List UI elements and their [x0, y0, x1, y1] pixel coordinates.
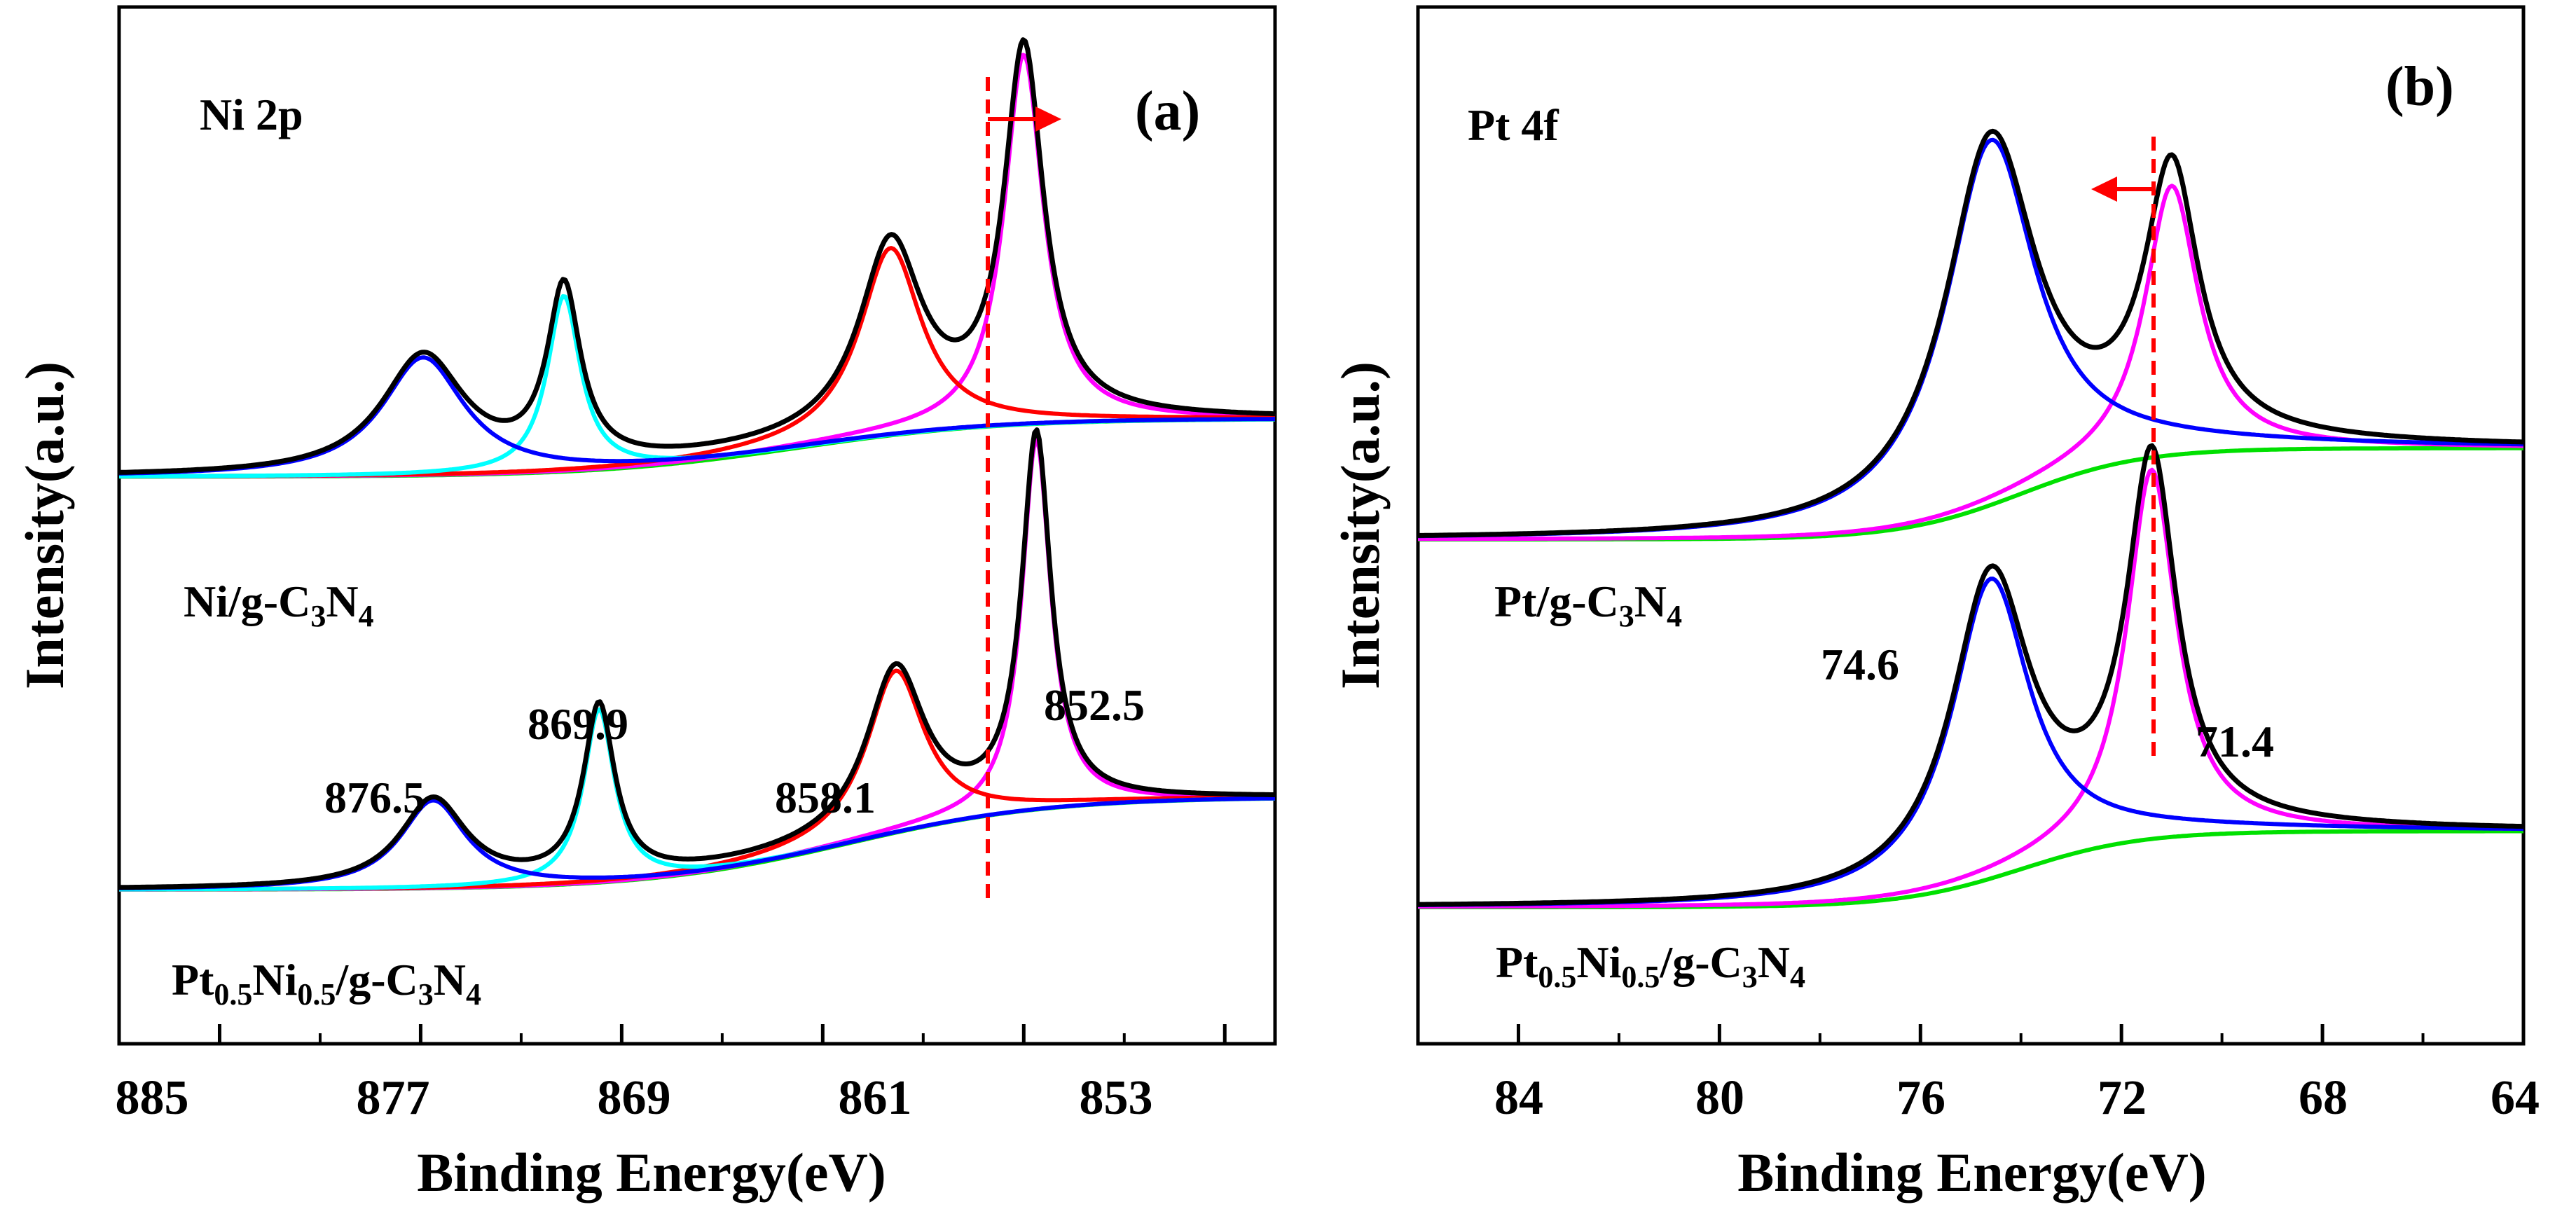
panel-b-xtick-4: 68: [2299, 1071, 2348, 1125]
panel-a-sample-2-envelope: [118, 427, 1276, 890]
panel-a-element-label: Ni 2p: [200, 90, 303, 139]
panel-b-sample-1-label: Pt/g-C3N4: [1494, 577, 1682, 633]
panel-a-xtick-2: 869: [598, 1071, 671, 1125]
panel-a-peak-label-869-9: 869.9: [528, 699, 628, 749]
panel-b-element-label: Pt 4f: [1468, 100, 1559, 150]
panel-a-sample-1-envelope: [118, 37, 1276, 475]
panel-a-sample-2-label: Pt0.5Ni0.5/g-C3N4: [172, 955, 481, 1012]
panel-b-xtick-2: 76: [1896, 1071, 1945, 1125]
panel-a-sample-2-background: [119, 796, 1275, 892]
panel-b-xtick-1: 80: [1695, 1071, 1744, 1125]
panel-a-xtick-4: 853: [1080, 1071, 1153, 1125]
panel-a-panel-label: (a): [1135, 81, 1200, 142]
panel-b-shift-arrowhead: [2091, 177, 2117, 202]
panel-b-pt-4f: 84 80 76 72 68 64 Binding Energy(eV) Int…: [1330, 5, 2540, 1203]
panel-b-peak-label-74-6: 74.6: [1821, 640, 1899, 689]
panel-b-sample-2-label: Pt0.5Ni0.5/g-C3N4: [1496, 937, 1805, 994]
panel-a-peak-label-858-1: 858.1: [775, 773, 876, 822]
panel-b-xtick-0: 84: [1494, 1071, 1543, 1125]
panel-a-peak-label-876-5: 876.5: [324, 773, 425, 822]
panel-a-sample-2-peak-1: [119, 438, 1275, 892]
panel-b-curves: [1417, 128, 2524, 909]
panel-a-sample-1-peak-3: [119, 294, 1275, 478]
panel-b-sample-2-peak-1: [1418, 467, 2524, 909]
panel-a-xtick-3: 861: [839, 1071, 912, 1125]
panel-a-y-axis-title: Intensity(a.u.): [14, 361, 75, 689]
panel-b-x-axis-title: Binding Energy(eV): [1737, 1142, 2207, 1203]
panel-a-sample-1-background: [119, 417, 1275, 479]
panel-a-shift-arrowhead: [1035, 106, 1061, 132]
panel-b-frame: [1416, 5, 2526, 1046]
panel-b-sample-1-background: [1418, 446, 2523, 541]
panel-a-curves: [118, 37, 1276, 892]
panel-b-y-axis-title: Intensity(a.u.): [1330, 361, 1391, 689]
panel-b-sample-1-peak-2: [1418, 137, 2524, 539]
panel-a-ni-2p: 885 877 869 861 853 845 Binding Energy(e…: [14, 5, 1277, 1203]
panel-b-panel-label: (b): [2385, 56, 2454, 118]
panel-a-x-ticks: [217, 1024, 1227, 1044]
panel-b-xtick-3: 72: [2098, 1071, 2147, 1125]
panel-a-xtick-1: 877: [357, 1071, 430, 1125]
panel-b-sample-2-background: [1418, 829, 2523, 909]
panel-b-sample-2-envelope: [1417, 443, 2524, 907]
panel-a-frame: [117, 5, 1277, 1046]
panel-a-sample-1-label: Ni/g-C3N4: [184, 577, 374, 633]
panel-a-sample-1-peak-2: [119, 246, 1276, 478]
panel-b-sample-1-envelope: [1417, 128, 2524, 538]
panel-b-sample-1-peak-1: [1418, 184, 2523, 541]
panel-a-xtick-0: 885: [116, 1071, 189, 1125]
panel-a-x-axis-title: Binding Energy(eV): [417, 1142, 886, 1203]
panel-b-x-ticks: [1516, 1024, 2526, 1044]
panel-a-peak-label-852-5: 852.5: [1044, 680, 1145, 730]
panel-b-xtick-5: 64: [2491, 1071, 2540, 1125]
panel-b-peak-label-71-4: 71.4: [2196, 717, 2274, 766]
